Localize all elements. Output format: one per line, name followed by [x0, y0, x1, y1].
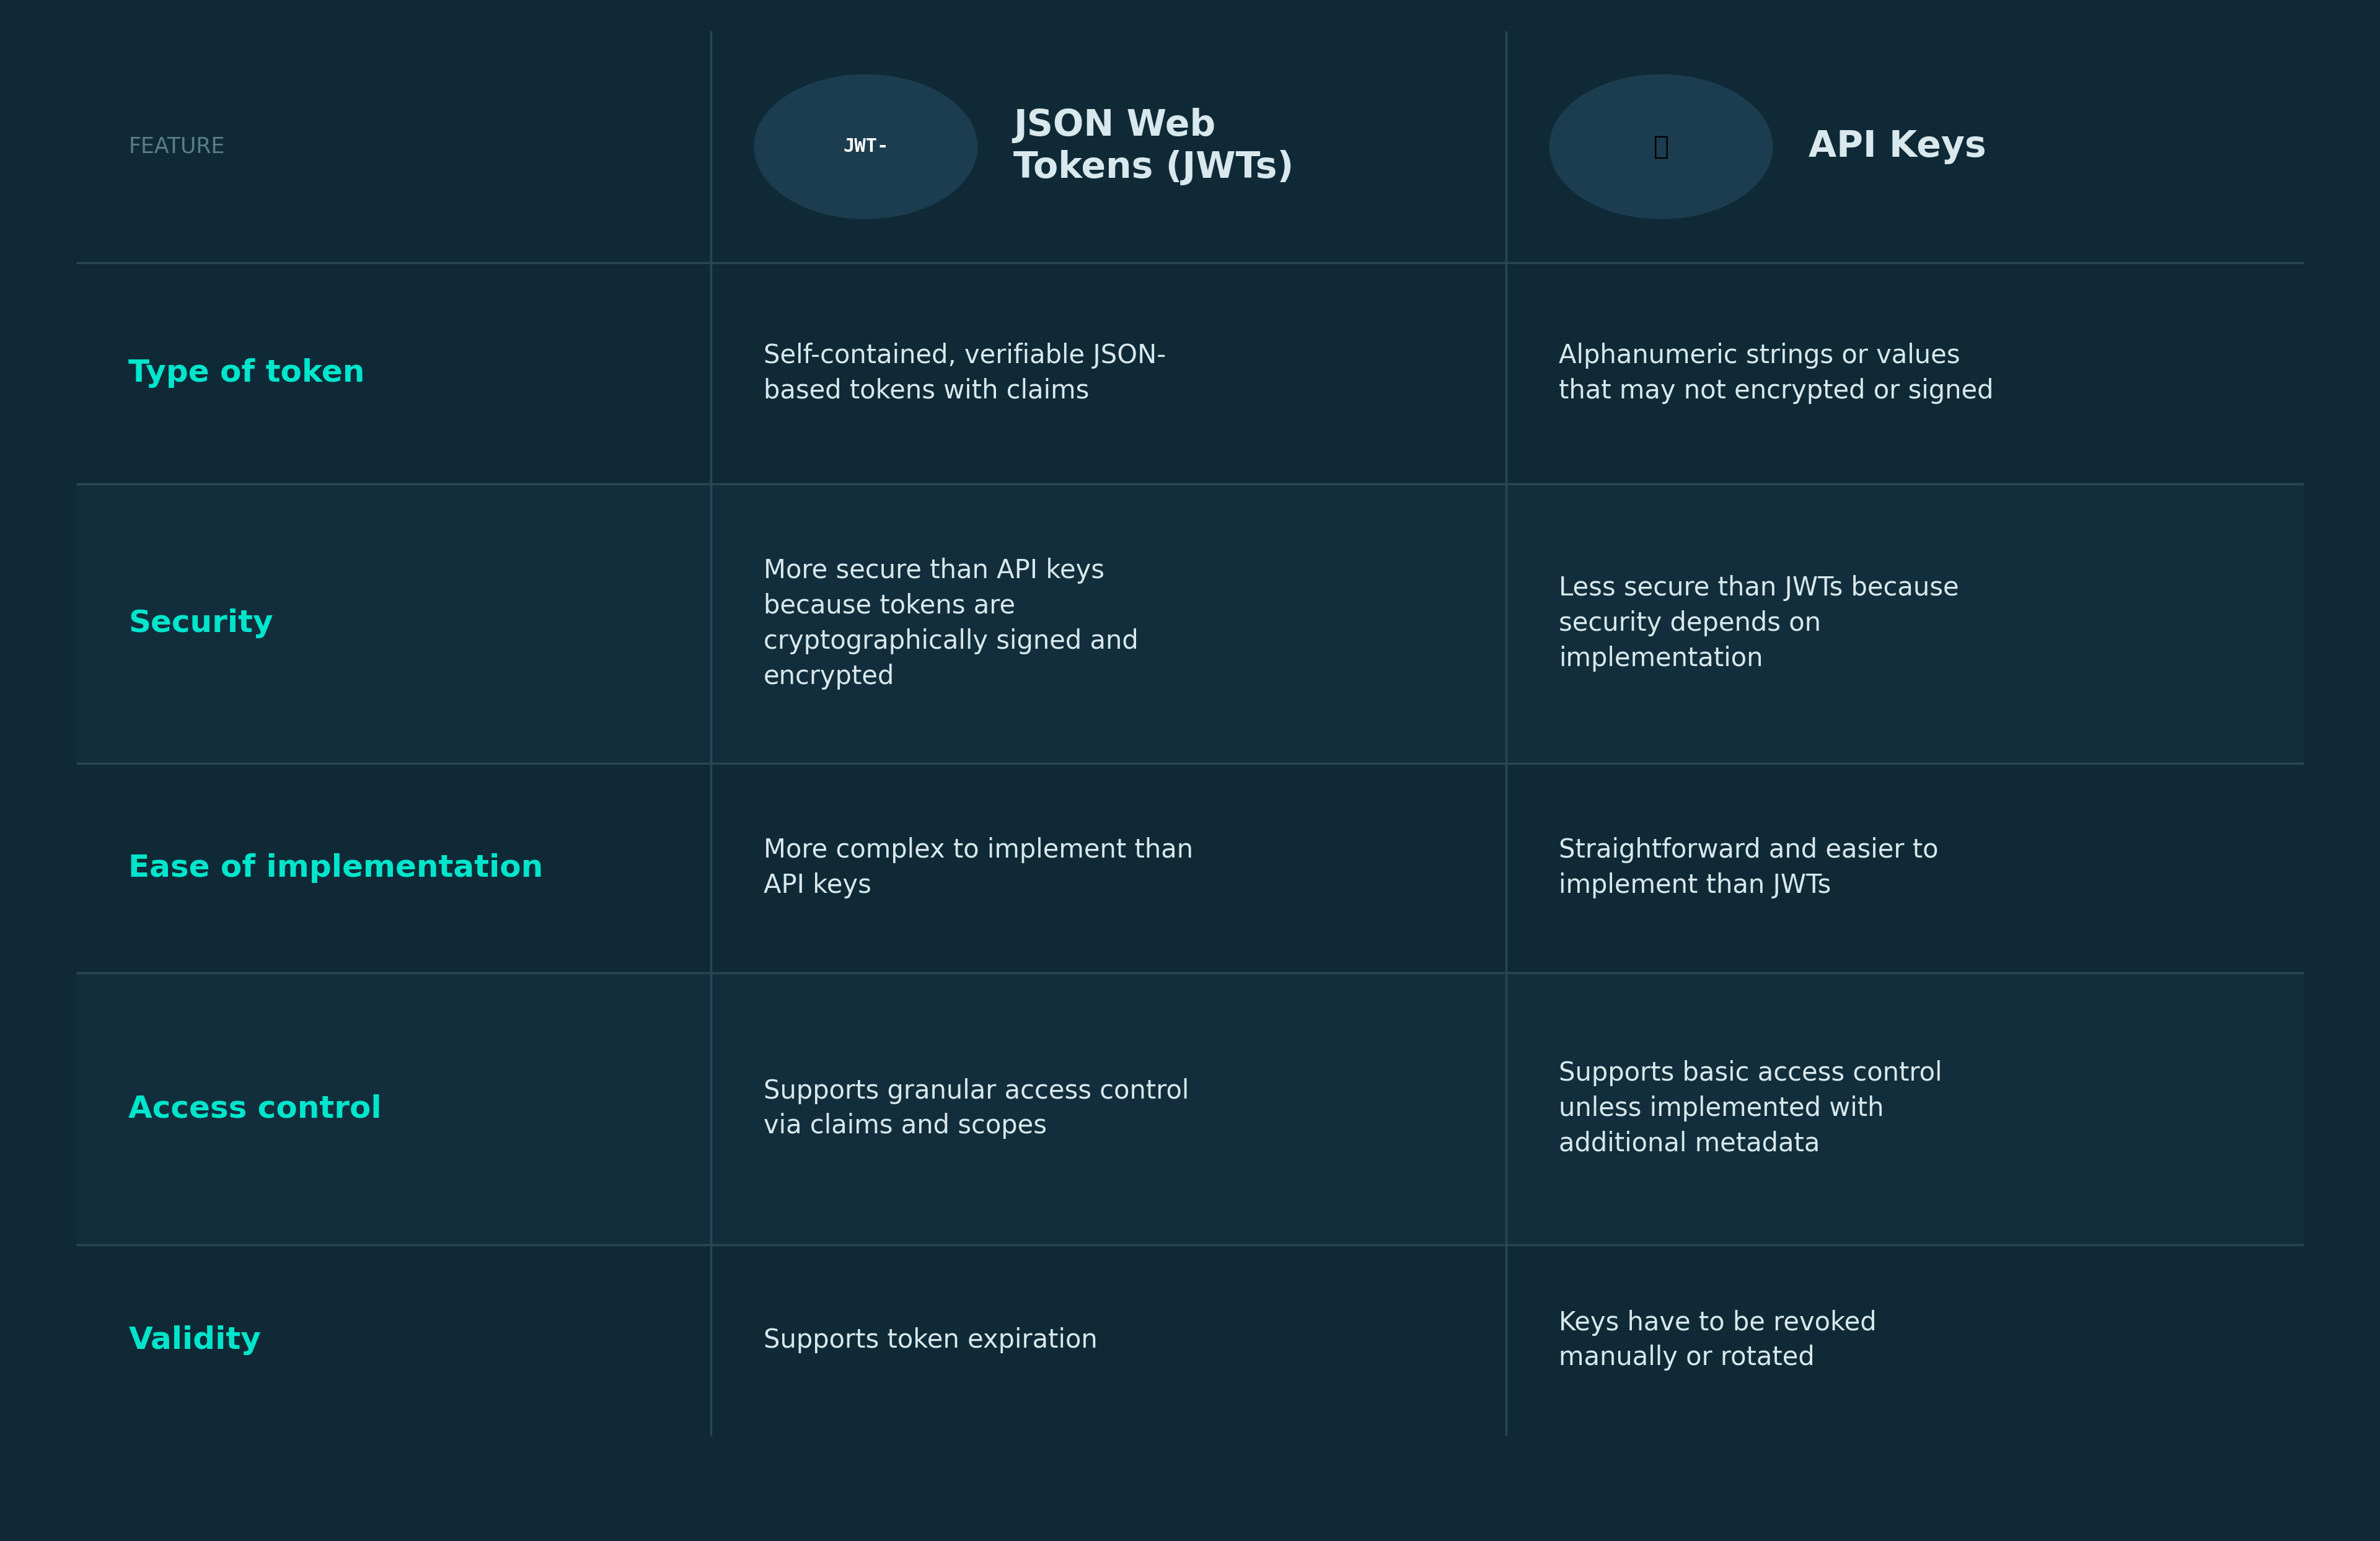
Text: Validity: Validity: [129, 1325, 262, 1355]
Text: More secure than API keys
because tokens are
cryptographically signed and
encryp: More secure than API keys because tokens…: [764, 558, 1138, 689]
Text: More complex to implement than
API keys: More complex to implement than API keys: [764, 837, 1192, 898]
Text: Security: Security: [129, 609, 274, 638]
Text: Alphanumeric strings or values
that may not encrypted or signed: Alphanumeric strings or values that may …: [1559, 342, 1994, 404]
FancyBboxPatch shape: [76, 484, 2304, 763]
Text: 🔑: 🔑: [1654, 134, 1668, 160]
Text: Access control: Access control: [129, 1094, 381, 1123]
Text: JSON Web
Tokens (JWTs): JSON Web Tokens (JWTs): [1014, 108, 1295, 185]
Text: Ease of implementation: Ease of implementation: [129, 854, 543, 883]
Text: Straightforward and easier to
implement than JWTs: Straightforward and easier to implement …: [1559, 837, 1937, 898]
Text: Self-contained, verifiable JSON-
based tokens with claims: Self-contained, verifiable JSON- based t…: [764, 342, 1166, 404]
Text: Supports token expiration: Supports token expiration: [764, 1327, 1097, 1353]
Text: Type of token: Type of token: [129, 358, 364, 388]
Text: JWT-: JWT-: [843, 137, 888, 156]
Circle shape: [1549, 74, 1773, 219]
Text: API Keys: API Keys: [1809, 129, 1987, 165]
FancyBboxPatch shape: [76, 972, 2304, 1245]
Circle shape: [754, 74, 978, 219]
Text: Less secure than JWTs because
security depends on
implementation: Less secure than JWTs because security d…: [1559, 575, 1959, 672]
Text: Keys have to be revoked
manually or rotated: Keys have to be revoked manually or rota…: [1559, 1310, 1875, 1371]
Text: FEATURE: FEATURE: [129, 136, 224, 157]
Text: Supports granular access control
via claims and scopes: Supports granular access control via cla…: [764, 1077, 1190, 1139]
Text: Supports basic access control
unless implemented with
additional metadata: Supports basic access control unless imp…: [1559, 1060, 1942, 1157]
